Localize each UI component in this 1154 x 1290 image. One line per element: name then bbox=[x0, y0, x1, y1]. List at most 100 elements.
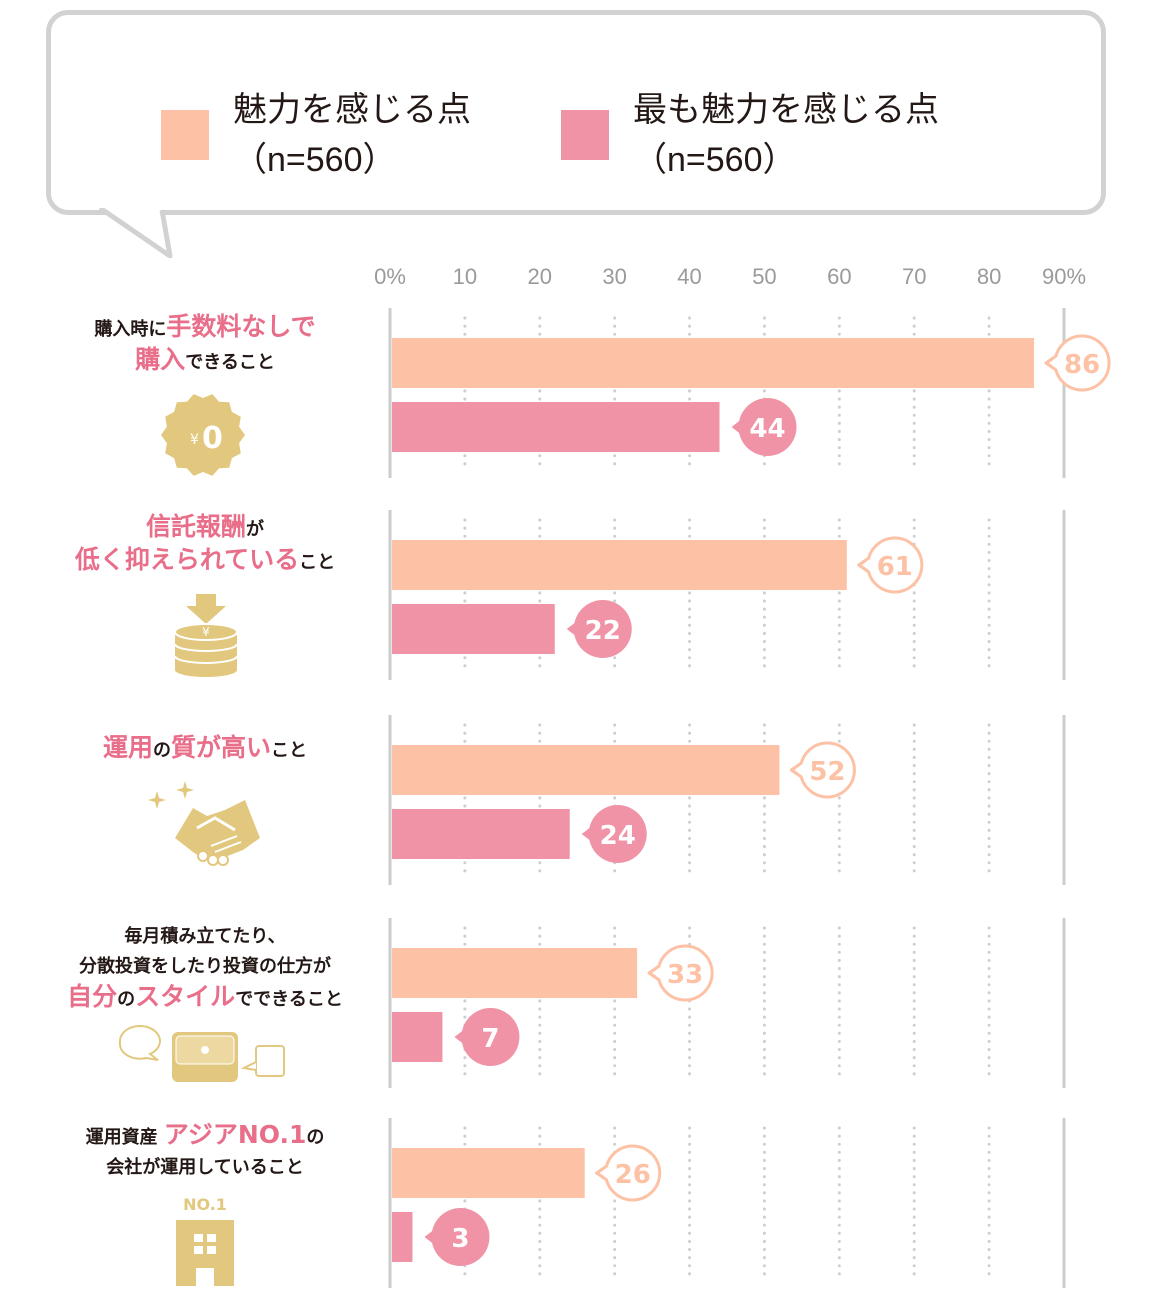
category-label-line: 購入時に手数料なしで bbox=[40, 312, 370, 345]
bar-attractive bbox=[392, 745, 780, 795]
no1-text: NO.1 bbox=[183, 1195, 227, 1214]
tick-label: 40 bbox=[677, 264, 702, 289]
bar-attractive bbox=[392, 338, 1035, 388]
legend-label-most-attractive: 最も魅力を感じる点 bbox=[633, 91, 939, 129]
wallet-speech-bubbles-icon bbox=[118, 1025, 285, 1082]
category-label-line: 購入できること bbox=[40, 345, 370, 378]
label-text: の bbox=[306, 1127, 325, 1148]
label-highlight: 低く抑えられている bbox=[74, 545, 300, 574]
data-label: 61 bbox=[877, 552, 913, 582]
legend-n-most-attractive: （n=560） bbox=[633, 141, 797, 179]
callout-tail-outline bbox=[1044, 354, 1057, 372]
data-label: 7 bbox=[481, 1024, 499, 1054]
callout-joint bbox=[865, 559, 872, 571]
label-text: 運用資産 bbox=[85, 1127, 164, 1148]
label-highlight: 信託報酬 bbox=[145, 512, 246, 541]
category-label: 信託報酬が 低く抑えられていること bbox=[40, 512, 370, 578]
svg-text:¥: ¥ bbox=[190, 432, 199, 448]
legend-box: 魅力を感じる点 （n=560） 最も魅力を感じる点 （n=560） bbox=[46, 10, 1106, 215]
label-text: の bbox=[153, 740, 171, 761]
category-label-line: 毎月積み立てたり、 bbox=[40, 922, 370, 952]
label-highlight: アジアNO.1 bbox=[163, 1120, 307, 1149]
label-highlight: 運用 bbox=[102, 733, 153, 762]
coin-stack-down-arrow-icon: ¥ bbox=[174, 594, 238, 677]
label-text: 会社が運用していること bbox=[106, 1157, 304, 1178]
data-label: 44 bbox=[749, 414, 785, 444]
bar-most-attractive bbox=[392, 809, 570, 859]
callout-joint bbox=[1053, 357, 1060, 369]
svg-text:0: 0 bbox=[202, 421, 223, 456]
callout-bubble bbox=[588, 805, 647, 863]
tick-label: 50 bbox=[752, 264, 777, 289]
data-label: 3 bbox=[451, 1224, 469, 1254]
data-label: 26 bbox=[615, 1160, 651, 1190]
label-highlight: スタイル bbox=[135, 982, 236, 1011]
legend-swatch-attractive bbox=[161, 110, 209, 160]
legend-item-most-attractive: 最も魅力を感じる点 （n=560） bbox=[561, 85, 939, 185]
data-label: 52 bbox=[809, 757, 845, 787]
legend-tail bbox=[98, 208, 173, 258]
data-label: 33 bbox=[667, 960, 703, 990]
tick-label: 60 bbox=[827, 264, 852, 289]
data-label: 86 bbox=[1064, 350, 1100, 380]
tick-label: 30 bbox=[602, 264, 627, 289]
callout-tail-outline bbox=[647, 964, 660, 982]
legend-swatch-most-attractive bbox=[561, 110, 609, 160]
tick-label: 90% bbox=[1041, 264, 1087, 289]
tick-label: 70 bbox=[901, 264, 927, 289]
label-highlight: 購入 bbox=[135, 345, 186, 374]
tick-label: 10 bbox=[452, 264, 478, 289]
callout-tail-outline bbox=[789, 761, 803, 779]
callout-bubble bbox=[431, 1208, 490, 1266]
callout-tail-outline bbox=[595, 1164, 608, 1182]
label-text: こと bbox=[299, 552, 336, 573]
bar-attractive bbox=[392, 1148, 585, 1198]
category-label-line: 運用の質が高いこと bbox=[40, 733, 370, 766]
callout-joint bbox=[603, 1167, 610, 1179]
label-text: の bbox=[117, 989, 136, 1010]
label-highlight: 質が高い bbox=[171, 733, 272, 762]
callout-joint bbox=[798, 764, 805, 776]
category-label: 購入時に手数料なしで 購入できること bbox=[40, 312, 370, 378]
bar-most-attractive bbox=[392, 402, 720, 452]
bar-most-attractive bbox=[392, 1012, 443, 1062]
callout-bubble bbox=[738, 398, 797, 456]
data-label: 24 bbox=[600, 821, 636, 851]
tick-label: 0% bbox=[374, 264, 406, 289]
handshake-sparkle-icon bbox=[148, 781, 260, 866]
category-label: 運用資産 アジアNO.1の 会社が運用していること bbox=[40, 1120, 370, 1183]
label-text: できること bbox=[185, 352, 275, 373]
label-highlight: 自分 bbox=[67, 982, 118, 1011]
label-text: 毎月積み立てたり、 bbox=[124, 926, 286, 947]
category-label-line: 分散投資をしたり投資の仕方が bbox=[40, 952, 370, 982]
category-label-line: 運用資産 アジアNO.1の bbox=[40, 1120, 370, 1153]
bar-most-attractive bbox=[392, 604, 555, 654]
category-label-line: 会社が運用していること bbox=[40, 1153, 370, 1183]
category-label-line: 自分のスタイルでできること bbox=[40, 982, 370, 1015]
callout-bubble bbox=[461, 1008, 520, 1066]
label-text: こと bbox=[271, 740, 308, 761]
category-label-line: 信託報酬が bbox=[40, 512, 370, 545]
svg-text:¥: ¥ bbox=[202, 625, 210, 639]
category-label: 毎月積み立てたり、分散投資をしたり投資の仕方が自分のスタイルでできること bbox=[40, 922, 370, 1015]
label-text: でできること bbox=[235, 989, 343, 1010]
bar-attractive bbox=[392, 540, 847, 590]
tick-label: 20 bbox=[527, 264, 553, 289]
legend-item-attractive: 魅力を感じる点 （n=560） bbox=[161, 85, 471, 185]
label-highlight: 手数料なしで bbox=[166, 312, 316, 341]
bar-attractive bbox=[392, 948, 638, 998]
callout-joint bbox=[656, 967, 663, 979]
callout-bubble bbox=[573, 600, 632, 658]
category-label-line: 低く抑えられていること bbox=[40, 545, 370, 578]
yen-zero-badge-icon: ¥ 0 bbox=[161, 394, 245, 476]
legend-label-attractive: 魅力を感じる点 bbox=[233, 91, 471, 129]
legend-n-attractive: （n=560） bbox=[233, 141, 397, 179]
label-text: が bbox=[246, 519, 264, 540]
bar-most-attractive bbox=[392, 1212, 413, 1262]
data-label: 22 bbox=[585, 616, 621, 646]
building-no1-icon: NO.1 bbox=[176, 1195, 234, 1286]
callout-tail-outline bbox=[857, 556, 870, 574]
category-label: 運用の質が高いこと bbox=[40, 733, 370, 766]
label-text: 分散投資をしたり投資の仕方が bbox=[79, 956, 331, 977]
